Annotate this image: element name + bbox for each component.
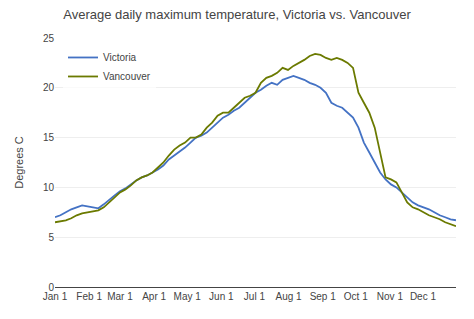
svg-text:Average daily maximum temperat: Average daily maximum temperature, Victo… — [63, 7, 411, 22]
svg-text:Vancouver: Vancouver — [103, 71, 151, 82]
svg-text:Jun 1: Jun 1 — [209, 291, 234, 302]
svg-text:Degrees C: Degrees C — [13, 136, 25, 189]
svg-text:Aug 1: Aug 1 — [275, 291, 302, 302]
svg-text:Mar 1: Mar 1 — [107, 291, 133, 302]
svg-text:Jan 1: Jan 1 — [43, 291, 68, 302]
svg-text:5: 5 — [48, 232, 54, 243]
svg-text:Victoria: Victoria — [103, 52, 137, 63]
svg-text:Nov 1: Nov 1 — [377, 291, 404, 302]
svg-text:Feb 1: Feb 1 — [76, 291, 102, 302]
svg-text:10: 10 — [43, 182, 55, 193]
svg-text:25: 25 — [43, 33, 55, 44]
svg-text:0: 0 — [48, 282, 54, 293]
svg-text:Oct 1: Oct 1 — [344, 291, 368, 302]
svg-text:20: 20 — [43, 82, 55, 93]
svg-text:May 1: May 1 — [174, 291, 202, 302]
svg-text:Jul 1: Jul 1 — [244, 291, 266, 302]
svg-text:Sep 1: Sep 1 — [310, 291, 337, 302]
svg-text:Dec 1: Dec 1 — [410, 291, 437, 302]
svg-text:15: 15 — [43, 132, 55, 143]
svg-text:Apr 1: Apr 1 — [142, 291, 166, 302]
